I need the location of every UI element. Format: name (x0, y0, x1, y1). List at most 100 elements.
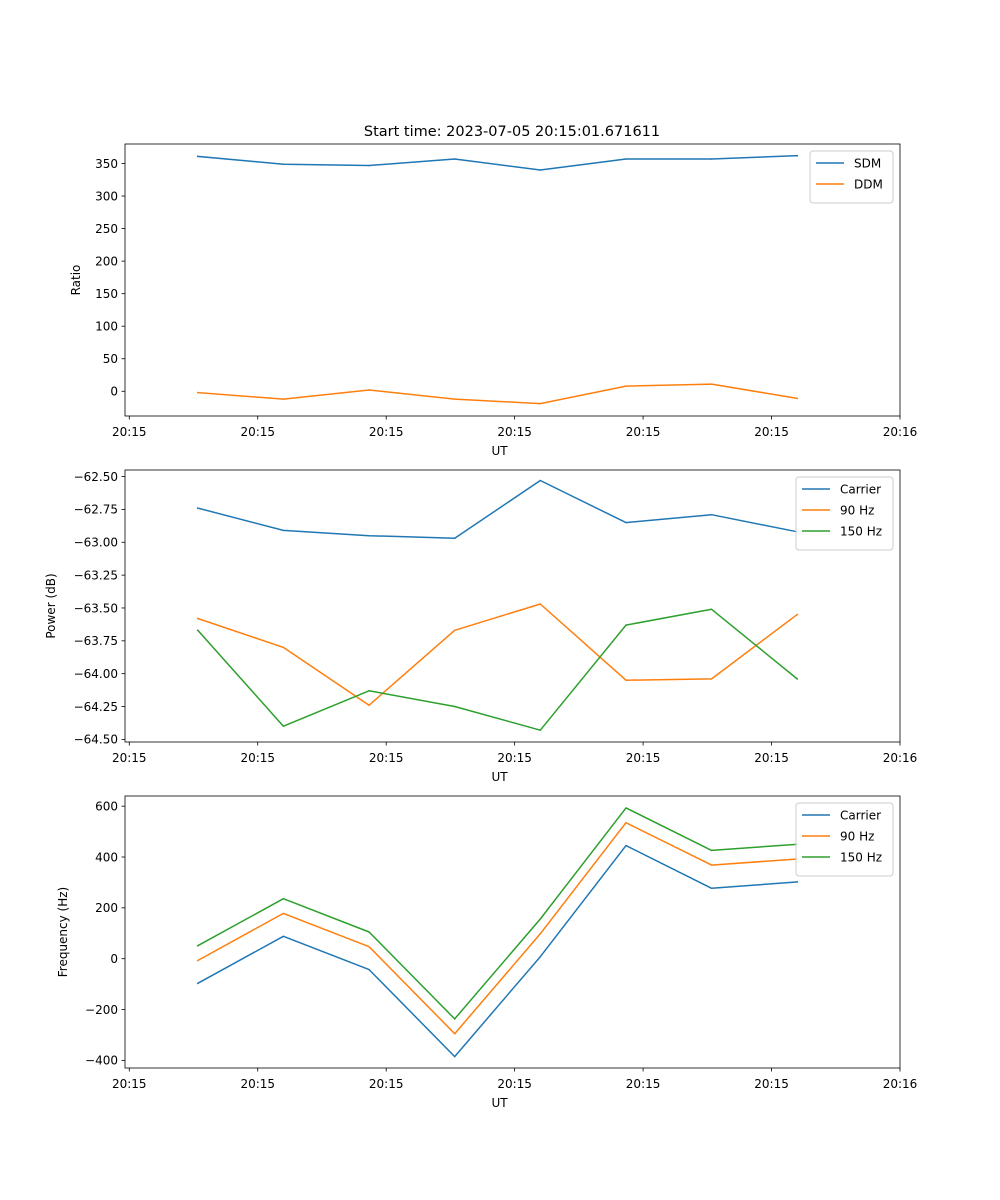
series-line-90-hz (196, 603, 799, 706)
data-point-carrier (368, 534, 370, 537)
x-tick-label: 20:15 (626, 751, 661, 765)
x-tick-label: 20:15 (497, 425, 532, 439)
series-line-carrier (196, 479, 799, 540)
x-tick-label: 20:16 (883, 1077, 918, 1091)
legend-label-150-hz: 150 Hz (840, 525, 882, 539)
data-point-90-hz (710, 864, 713, 866)
data-point-90-hz (796, 613, 798, 616)
data-point-150-hz (282, 725, 285, 727)
x-tick-label: 20:15 (240, 751, 275, 765)
series-line-150-hz (196, 608, 799, 731)
data-point-carrier (282, 529, 285, 532)
y-tick-label: 150 (95, 287, 118, 301)
data-point-sdm (368, 164, 370, 167)
data-point-150-hz (625, 624, 627, 626)
data-point-sdm (625, 158, 627, 160)
data-point-150-hz (282, 897, 285, 900)
data-point-sdm (710, 158, 713, 160)
y-tick-label: −64.25 (74, 700, 118, 714)
legend-frame (809, 150, 894, 204)
x-tick-label: 20:15 (240, 1077, 275, 1091)
legend-label-carrier: Carrier (840, 483, 881, 497)
y-tick-label: 600 (95, 799, 118, 813)
x-tick-label: 20:15 (369, 425, 404, 439)
data-point-carrier (197, 507, 199, 509)
series-group (196, 154, 799, 405)
plots-container: 20:15 20:15 20:15 20:15 20:15 20:15 20:16 0 50 10… (44, 143, 918, 1110)
data-point-ddm (368, 389, 370, 391)
data-point-90-hz (282, 646, 285, 649)
y-axis-label: Ratio (69, 265, 83, 296)
data-point-carrier (368, 968, 370, 971)
y-tick-label: 350 (95, 157, 118, 171)
legend-label-carrier: Carrier (840, 809, 881, 823)
chart-panel-1: 20:15 20:15 20:15 20:15 20:15 20:15 20:16 0 50 10… (69, 143, 918, 458)
data-point-90-hz (453, 629, 456, 632)
data-point-150-hz (796, 678, 798, 680)
y-tick-label: 100 (95, 320, 118, 334)
y-tick-label: 200 (95, 254, 118, 268)
data-point-150-hz (453, 705, 456, 708)
y-tick-label: 400 (95, 850, 118, 864)
y-tick-label: −64.50 (74, 733, 118, 747)
data-point-90-hz (625, 679, 627, 681)
data-point-150-hz (368, 931, 370, 933)
y-axis-label: Power (dB) (44, 573, 58, 638)
legend-label-sdm: SDM (854, 157, 881, 171)
data-point-carrier (710, 887, 713, 890)
y-tick-label: 200 (95, 901, 118, 915)
data-point-90-hz (453, 1032, 456, 1035)
data-point-150-hz (625, 807, 627, 809)
legend: Carrier 90 Hz 150 Hz (795, 802, 894, 877)
y-tick-label: 0 (110, 385, 118, 399)
x-tick-label: 20:15 (112, 425, 147, 439)
y-tick-label: −64.00 (74, 667, 118, 681)
y-tick-label: −63.50 (74, 601, 118, 615)
figure-suptitle: Start time: 2023-07-05 20:15:01.671611 (364, 124, 660, 140)
axes-frame (124, 469, 901, 743)
y-tick-label: −62.50 (74, 470, 118, 484)
y-tick-label: 300 (95, 189, 118, 203)
data-point-150-hz (710, 849, 713, 852)
data-point-90-hz (197, 959, 199, 962)
data-point-90-hz (625, 821, 627, 824)
chart-panel-2: 20:15 20:15 20:15 20:15 20:15 20:15 20:16 −64.5… (44, 469, 917, 784)
axes-frame (124, 795, 901, 1069)
data-point-90-hz (539, 933, 542, 935)
x-axis-label: UT (491, 1096, 508, 1110)
y-tick-label: −200 (85, 1003, 118, 1017)
series-line-150-hz (196, 807, 799, 1020)
series-line-ddm (196, 383, 799, 405)
data-point-ddm (282, 398, 285, 400)
y-tick-label: −62.75 (74, 503, 118, 517)
data-point-carrier (625, 844, 627, 847)
data-point-ddm (197, 391, 199, 394)
data-point-150-hz (197, 629, 199, 632)
data-point-carrier (539, 479, 542, 482)
data-point-sdm (453, 158, 456, 160)
x-tick-label: 20:15 (754, 425, 789, 439)
series-group (196, 479, 799, 731)
legend-label-90-hz: 90 Hz (840, 830, 874, 844)
x-tick-label: 20:15 (497, 751, 532, 765)
data-point-150-hz (539, 729, 542, 731)
series-line-carrier (196, 844, 799, 1058)
x-tick-label: 20:15 (754, 751, 789, 765)
y-tick-label: −400 (85, 1054, 118, 1068)
data-point-150-hz (368, 690, 370, 692)
y-tick-label: 0 (110, 952, 118, 966)
data-point-90-hz (368, 704, 370, 706)
data-point-carrier (625, 521, 627, 524)
x-tick-label: 20:15 (369, 1077, 404, 1091)
y-axis-label: Frequency (Hz) (56, 887, 70, 978)
y-tick-label: −63.75 (74, 634, 118, 648)
x-tick-label: 20:15 (240, 425, 275, 439)
data-point-150-hz (453, 1018, 456, 1020)
data-point-sdm (282, 163, 285, 165)
x-tick-label: 20:16 (883, 425, 918, 439)
data-point-carrier (197, 982, 199, 985)
data-point-sdm (197, 155, 199, 158)
y-tick-label: 250 (95, 222, 118, 236)
x-tick-label: 20:15 (112, 751, 147, 765)
data-point-150-hz (197, 944, 199, 947)
